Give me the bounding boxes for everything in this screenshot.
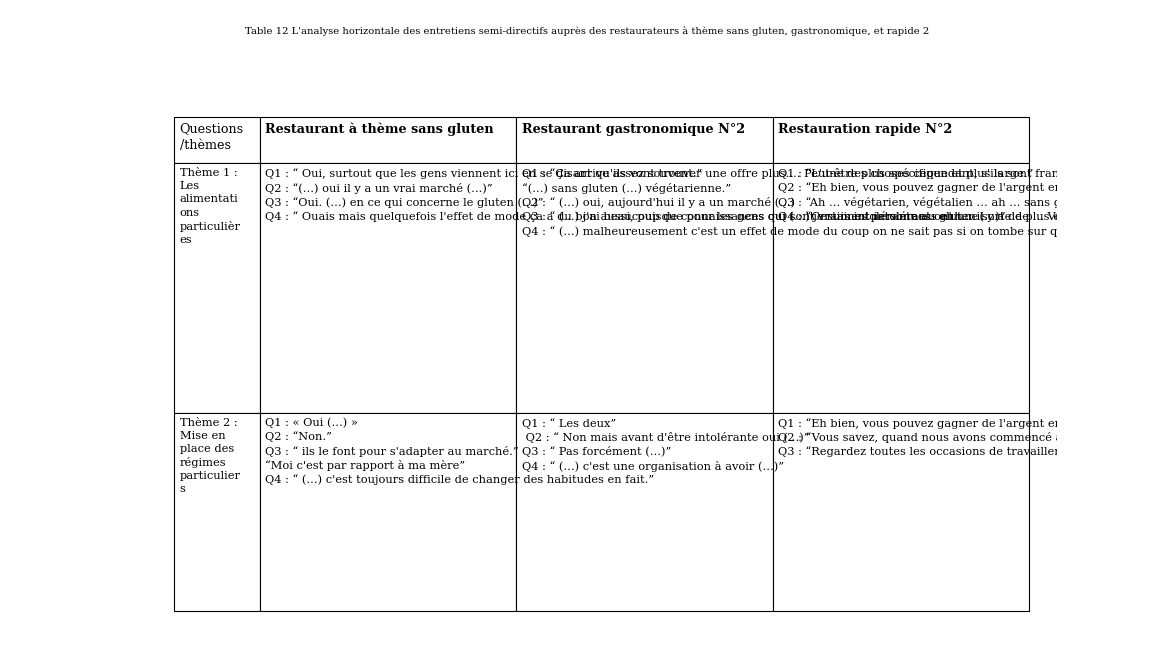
Text: Q1 : “ Oui, surtout que les gens viennent ici en se disant qu'ils vont trouver u: Q1 : “ Oui, surtout que les gens viennen…: [265, 169, 1174, 222]
Text: Q1 : “Ça arrive assez souvent.”
“(...) sans gluten (...) végétarienne.”
Q2 : “ (: Q1 : “Ça arrive assez souvent.” “(...) s…: [521, 169, 1174, 237]
Bar: [174, 163, 259, 412]
Bar: [259, 163, 517, 412]
Bar: [259, 412, 517, 611]
Bar: [517, 412, 772, 611]
Bar: [517, 118, 772, 163]
Text: Table 12 L'analyse horizontale des entretiens semi-directifs auprès des restaura: Table 12 L'analyse horizontale des entre…: [245, 26, 929, 36]
Bar: [517, 163, 772, 412]
Bar: [772, 118, 1030, 163]
Text: Q1 : “Eh bien, vous pouvez gagner de l'argent en leur servant ce qu'ils veulent,: Q1 : “Eh bien, vous pouvez gagner de l'a…: [778, 418, 1174, 457]
Text: Q1 : “L'une des choses cependant, s'ils sont français, c'est que certaines perso: Q1 : “L'une des choses cependant, s'ils …: [778, 169, 1174, 222]
Bar: [259, 118, 517, 163]
Text: Q1 : “ Les deux”
 Q2 : “ Non mais avant d'être intolérante oui (...)”
Q3 : “ Pas: Q1 : “ Les deux” Q2 : “ Non mais avant d…: [521, 418, 809, 472]
Text: Thème 2 :
Mise en
place des
régimes
particulier
s: Thème 2 : Mise en place des régimes part…: [180, 418, 241, 494]
Bar: [772, 412, 1030, 611]
Text: Restaurant à thème sans gluten: Restaurant à thème sans gluten: [265, 122, 493, 136]
Text: Restauration rapide N°2: Restauration rapide N°2: [778, 122, 952, 136]
Text: Q1 : « Oui (...) »
Q2 : “Non.”
Q3 : “ ils le font pour s'adapter au marché.”
“Mo: Q1 : « Oui (...) » Q2 : “Non.” Q3 : “ il…: [265, 418, 654, 485]
Bar: [174, 412, 259, 611]
Text: Thème 1 :
Les
alimentati
ons
particulièr
es: Thème 1 : Les alimentati ons particulièr…: [180, 169, 241, 245]
Text: Restaurant gastronomique N°2: Restaurant gastronomique N°2: [521, 122, 744, 136]
Bar: [772, 163, 1030, 412]
Text: Questions
/thèmes: Questions /thèmes: [180, 122, 244, 153]
Bar: [174, 118, 259, 163]
